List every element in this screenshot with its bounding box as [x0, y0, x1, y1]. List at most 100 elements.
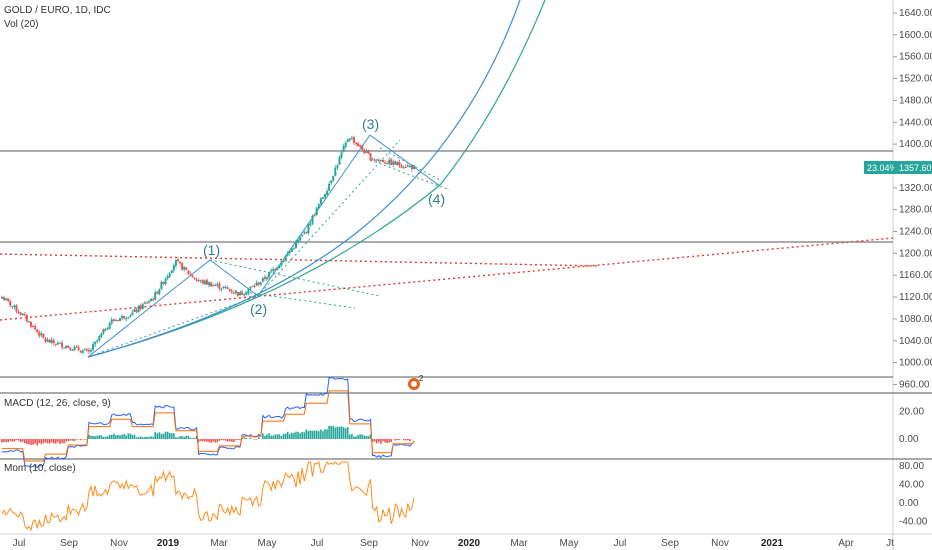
candle[interactable] [92, 341, 95, 352]
candle[interactable] [100, 332, 103, 339]
candle[interactable] [348, 137, 351, 142]
candle[interactable] [125, 316, 128, 322]
candle[interactable] [261, 277, 264, 283]
candle[interactable] [317, 203, 320, 210]
candle[interactable] [247, 287, 250, 296]
candle[interactable] [193, 277, 196, 280]
candle[interactable] [9, 300, 12, 308]
candle[interactable] [319, 197, 322, 207]
macd-histogram[interactable] [1, 425, 415, 446]
candle[interactable] [42, 333, 45, 339]
candle[interactable] [73, 345, 76, 351]
candle[interactable] [44, 337, 47, 344]
candle[interactable] [32, 325, 35, 328]
candle[interactable] [398, 159, 401, 169]
macd-axis[interactable]: 20.00 0.00 [899, 407, 924, 446]
candle[interactable] [29, 320, 32, 329]
signal-line[interactable] [2, 390, 415, 462]
candle[interactable] [36, 328, 39, 334]
candle[interactable] [15, 304, 18, 314]
candle[interactable] [172, 263, 175, 274]
candle[interactable] [350, 135, 353, 141]
candle[interactable] [137, 304, 140, 313]
candle[interactable] [104, 328, 107, 332]
candle[interactable] [355, 142, 358, 146]
candle[interactable] [379, 159, 382, 162]
candle[interactable] [58, 342, 61, 344]
candle[interactable] [243, 293, 246, 298]
candle[interactable] [96, 339, 99, 344]
candle[interactable] [75, 344, 78, 348]
candle[interactable] [268, 271, 271, 280]
candle[interactable] [232, 290, 235, 294]
candle[interactable] [152, 296, 155, 302]
candle[interactable] [388, 157, 391, 167]
candle[interactable] [143, 300, 146, 305]
candle[interactable] [19, 311, 22, 316]
candle[interactable] [170, 270, 173, 274]
candle[interactable] [406, 163, 409, 167]
candle[interactable] [224, 284, 227, 289]
candle[interactable] [102, 328, 105, 335]
candle[interactable] [98, 334, 101, 343]
candle[interactable] [13, 304, 16, 310]
candle[interactable] [377, 158, 380, 162]
candle[interactable] [408, 165, 411, 168]
candle[interactable] [156, 290, 159, 295]
candle[interactable] [135, 307, 138, 314]
candle[interactable] [90, 348, 93, 354]
momentum-line[interactable] [1, 460, 415, 532]
time-axis[interactable]: Jul Sep Nov 2019 Mar May Jul Sep Nov 2020 Mar May Ju… [13, 538, 895, 549]
price-axis[interactable]: 1640.00 1600.00 1560.00 1520.00 1480.00 1440.… [893, 8, 932, 390]
candle[interactable] [220, 287, 223, 292]
candle[interactable] [40, 331, 43, 338]
candle[interactable] [326, 188, 329, 196]
candle[interactable] [410, 164, 413, 172]
candle[interactable] [276, 266, 279, 271]
candle[interactable] [359, 144, 362, 148]
candle[interactable] [371, 157, 374, 161]
candle[interactable] [245, 291, 248, 296]
candle[interactable] [307, 222, 310, 236]
candle[interactable] [210, 281, 213, 287]
candle[interactable] [25, 313, 28, 324]
candle[interactable] [61, 340, 64, 350]
candle[interactable] [174, 259, 177, 269]
candle[interactable] [249, 286, 252, 292]
candle[interactable] [69, 347, 72, 352]
candle[interactable] [253, 283, 256, 289]
candle[interactable] [274, 267, 277, 271]
candle[interactable] [108, 321, 111, 330]
candle[interactable] [272, 266, 275, 274]
candle[interactable] [147, 299, 150, 305]
candle[interactable] [160, 280, 163, 291]
candle[interactable] [266, 275, 269, 281]
candle[interactable] [237, 291, 240, 298]
candle[interactable] [332, 175, 335, 183]
candle[interactable] [413, 165, 415, 170]
symbol-title[interactable]: GOLD / EURO, 1D, IDC [4, 5, 111, 16]
candle[interactable] [344, 141, 347, 149]
candle[interactable] [162, 281, 165, 285]
candle[interactable] [87, 347, 90, 354]
candle[interactable] [83, 348, 86, 351]
candle[interactable] [346, 138, 349, 143]
candle[interactable] [131, 309, 134, 316]
candle[interactable] [323, 193, 326, 200]
volume-label[interactable]: Vol (20) [4, 19, 38, 30]
candle[interactable] [303, 229, 306, 235]
candle[interactable] [282, 260, 285, 263]
candle[interactable] [294, 239, 297, 249]
candle[interactable] [158, 288, 161, 296]
candle[interactable] [56, 340, 59, 346]
candle[interactable] [367, 149, 370, 155]
candle[interactable] [27, 320, 30, 324]
candle[interactable] [203, 279, 206, 286]
candle[interactable] [195, 277, 198, 282]
candle[interactable] [110, 317, 113, 326]
candle[interactable] [330, 180, 333, 186]
candle[interactable] [263, 274, 266, 282]
candle[interactable] [352, 135, 355, 146]
candle[interactable] [338, 155, 341, 166]
candle[interactable] [228, 288, 231, 292]
